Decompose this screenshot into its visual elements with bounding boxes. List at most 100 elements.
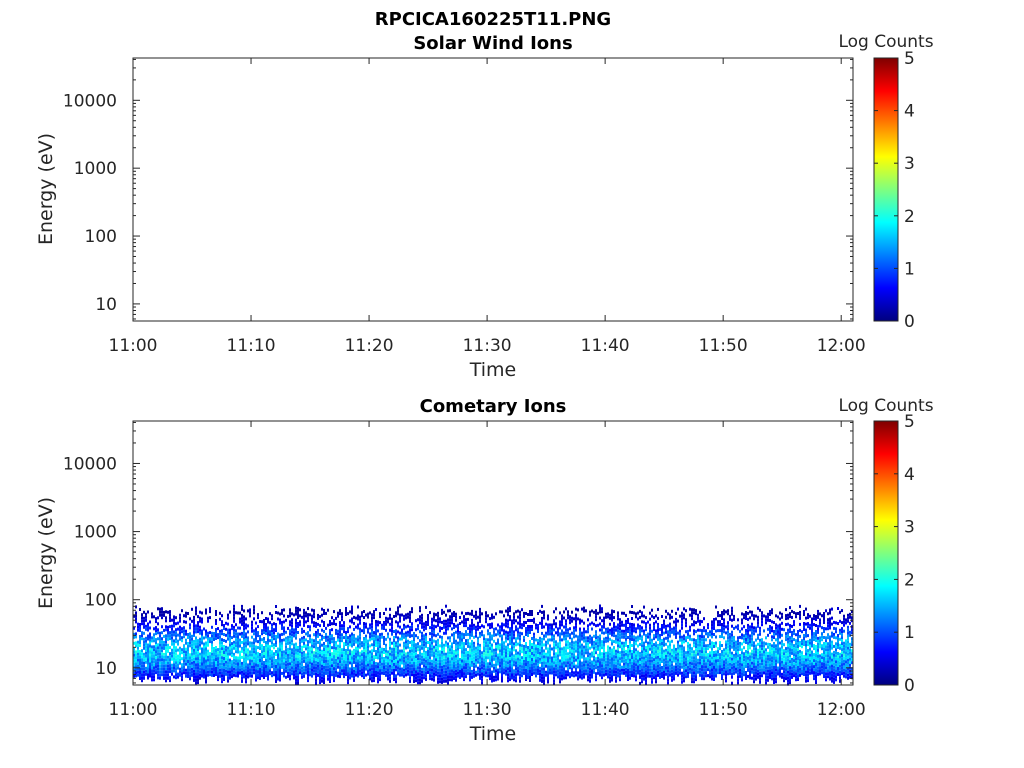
cometary-spectrogram-cell — [215, 610, 217, 613]
cometary-spectrogram-cell — [137, 649, 139, 653]
cometary-spectrogram-cell — [269, 666, 271, 670]
cometary-spectrogram-cell — [689, 613, 691, 617]
cometary-spectrogram-cell — [219, 632, 221, 636]
cometary-spectrogram-cell — [531, 664, 533, 667]
cometary-spectrogram-cell — [241, 631, 243, 635]
cometary-spectrogram-cell — [527, 628, 529, 631]
cometary-spectrogram-cell — [179, 619, 181, 623]
cometary-spectrogram-cell — [479, 676, 481, 680]
cometary-spectrogram-cell — [589, 613, 591, 617]
cometary-spectrogram-cell — [133, 668, 135, 672]
cometary-spectrogram-cell — [291, 630, 293, 634]
cometary-spectrogram-cell — [199, 610, 201, 614]
cometary-spectrogram-cell — [359, 621, 361, 625]
cometary-spectrogram-cell — [165, 628, 167, 632]
cometary-spectrogram-cell — [431, 659, 433, 663]
cometary-spectrogram-cell — [263, 664, 265, 667]
cometary-spectrogram-cell — [467, 617, 469, 621]
cometary-spectrogram-cell — [631, 629, 633, 632]
cometary-spectrogram-cell — [307, 661, 309, 665]
cometary-spectrogram-cell — [485, 638, 487, 642]
cometary-spectrogram-cell — [303, 650, 305, 654]
cometary-spectrogram-cell — [179, 637, 181, 641]
cometary-spectrogram-cell — [403, 626, 405, 630]
cometary-spectrogram-cell — [607, 651, 609, 655]
cometary-spectrogram-cell — [193, 642, 195, 646]
cometary-spectrogram-cell — [373, 637, 375, 641]
cometary-spectrogram-cell — [363, 631, 365, 634]
cometary-spectrogram-cell — [255, 663, 257, 667]
cometary-spectrogram-cell — [459, 631, 461, 634]
cometary-spectrogram-cell — [213, 632, 215, 635]
cometary-spectrogram-cell — [615, 652, 617, 656]
cometary-spectrogram-cell — [169, 670, 171, 674]
cometary-spectrogram-cell — [641, 656, 643, 660]
cometary-spectrogram-cell — [347, 657, 349, 661]
cometary-spectrogram-cell — [247, 630, 249, 634]
cometary-spectrogram-cell — [679, 638, 681, 642]
cometary-spectrogram-cell — [439, 617, 441, 621]
cometary-spectrogram-cell — [567, 610, 569, 614]
cometary-spectrogram-cell — [407, 642, 409, 646]
cometary-spectrogram-cell — [335, 622, 337, 626]
cometary-spectrogram-cell — [551, 635, 553, 639]
cometary-spectrogram-cell — [511, 637, 513, 641]
cometary-spectrogram-cell — [431, 653, 433, 657]
cometary-spectrogram-cell — [283, 656, 285, 660]
solar-wind-colorbar-tick-label: 5 — [904, 49, 915, 69]
cometary-spectrogram-cell — [403, 635, 405, 639]
cometary-spectrogram-cell — [667, 657, 669, 661]
cometary-spectrogram-cell — [333, 643, 335, 647]
cometary-spectrogram-cell — [657, 637, 659, 641]
cometary-spectrogram-cell — [415, 646, 417, 650]
cometary-spectrogram-cell — [519, 652, 521, 656]
cometary-spectrogram-cell — [389, 676, 391, 680]
cometary-spectrogram-cell — [353, 654, 355, 658]
cometary-spectrogram-cell — [539, 657, 541, 661]
cometary-spectrogram-cell — [171, 639, 173, 643]
cometary-spectrogram-cell — [413, 638, 415, 641]
cometary-spectrogram-cell — [255, 621, 257, 625]
cometary-spectrogram-cell — [421, 646, 423, 650]
cometary-spectrogram-cell — [589, 655, 591, 659]
cometary-spectrogram-cell — [501, 670, 503, 674]
cometary-spectrogram-cell — [463, 642, 465, 646]
cometary-spectrogram-cell — [327, 662, 329, 666]
cometary-spectrogram-cell — [523, 659, 525, 663]
cometary-spectrogram-cell — [283, 659, 285, 663]
cometary-spectrogram-cell — [519, 634, 521, 638]
cometary-spectrogram-cell — [279, 675, 281, 679]
cometary-spectrogram-cell — [529, 631, 531, 634]
cometary-spectrogram-cell — [341, 624, 343, 628]
cometary-spectrogram-cell — [629, 655, 631, 659]
cometary-spectrogram-cell — [669, 673, 671, 677]
cometary-spectrogram-cell — [521, 659, 523, 663]
cometary-spectrogram-cell — [455, 660, 457, 664]
cometary-spectrogram-cell — [493, 654, 495, 658]
cometary-spectrogram-cell — [195, 642, 197, 646]
cometary-spectrogram-cell — [497, 659, 499, 663]
cometary-spectrogram-cell — [165, 658, 167, 662]
cometary-spectrogram-cell — [657, 664, 659, 668]
cometary-spectrogram-cell — [159, 673, 161, 677]
cometary-spectrogram-cell — [627, 621, 629, 624]
cometary-spectrogram-cell — [359, 618, 361, 622]
cometary-spectrogram-cell — [281, 647, 283, 651]
cometary-spectrogram-cell — [647, 662, 649, 666]
cometary-spectrogram-cell — [257, 640, 259, 644]
cometary-spectrogram-cell — [457, 650, 459, 654]
cometary-spectrogram-cell — [371, 649, 373, 653]
cometary-spectrogram-cell — [351, 620, 353, 624]
cometary-spectrogram-cell — [465, 666, 467, 670]
cometary-spectrogram-cell — [159, 607, 161, 611]
cometary-spectrogram-cell — [577, 650, 579, 654]
cometary-spectrogram-cell — [377, 680, 379, 684]
cometary-spectrogram-cell — [227, 661, 229, 665]
cometary-spectrogram-cell — [363, 640, 365, 643]
cometary-spectrogram-cell — [369, 626, 371, 630]
cometary-spectrogram-cell — [501, 634, 503, 638]
cometary-spectrogram-cell — [233, 646, 235, 650]
cometary-spectrogram-cell — [427, 617, 429, 620]
cometary-spectrogram-cell — [151, 672, 153, 676]
cometary-spectrogram-cell — [585, 630, 587, 634]
